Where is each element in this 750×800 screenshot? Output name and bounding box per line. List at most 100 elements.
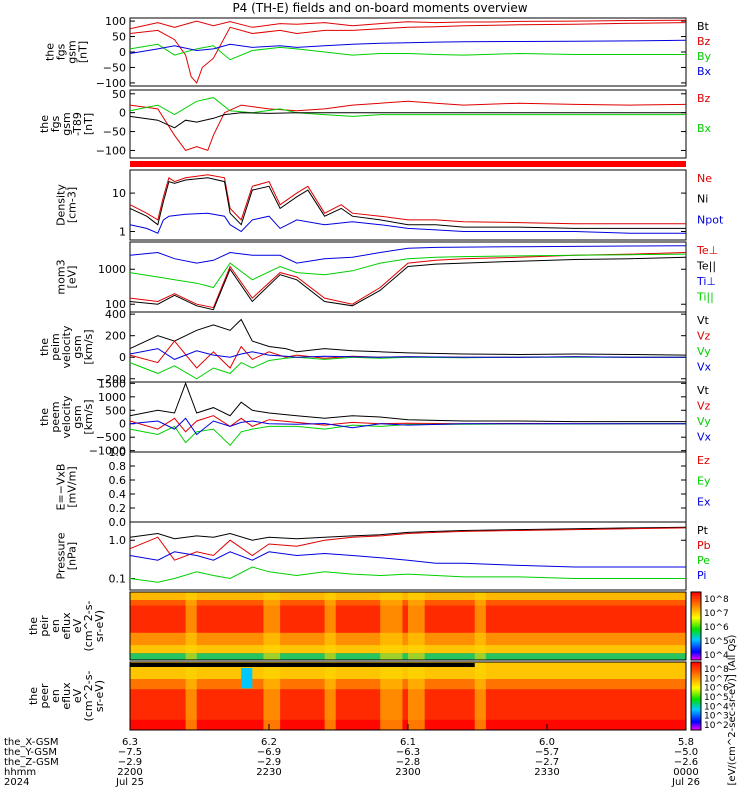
panel-frame [129,169,687,241]
x-tick-label: 6.3 [122,737,138,748]
series-npot-line [129,212,686,234]
y-axis-label: Density[cm-3] [55,184,79,226]
panel-peir: 10^8 10^7 10^6 10^5 10^4 thepeirenefluxeV(cm^… [27,591,729,661]
spectrogram-streak [408,592,425,660]
y-axis-label-line: gsm [71,335,84,358]
y-axis-label-line: eV [71,618,84,633]
legend-entry: Pe [697,554,710,567]
legend-entry: Ex [697,495,711,508]
colorbar-tick-label: 10^7 [704,609,729,619]
y-tick-label: 100 [105,298,126,311]
series-bx-line [129,39,687,54]
y-tick-label: 200 [105,330,126,343]
y-axis-label: mom3[eV] [55,259,79,294]
y-axis-label: E=−VxB[mV/m] [55,464,79,511]
y-tick-label: 0.4 [109,488,127,501]
y-axis-label-line: [km/s] [82,399,95,434]
legend-entry: Vy [697,415,711,428]
x-tick-label: −2.9 [118,757,142,768]
spectrogram-streak [324,662,336,730]
series-ne-line [129,174,686,225]
x-tick-label: 5.8 [678,737,694,748]
panel-frame [129,241,687,313]
y-axis-label: thepeerenefluxeV(cm^2-s-sr-eV) [27,671,106,722]
y-tick-label: 0 [119,46,126,59]
y-tick-label: −500 [96,431,126,444]
y-axis-label-line: the [27,687,40,705]
x-axis-row-label: the_Y-GSM [4,747,57,758]
y-axis-label-line: mom3 [55,259,68,294]
x-tick-label: Jul 25 [115,777,144,788]
y-axis-label-line: sr-eV) [93,610,106,642]
x-tick-label: −6.3 [396,747,420,758]
series-pb-line [129,527,687,561]
series-vx-line [129,417,686,436]
series-by-line [129,43,686,61]
x-tick-label: 2200 [117,767,142,778]
y-tick-label: 0.6 [109,474,127,487]
y-tick-label: −200 [96,373,126,386]
colorbar-tick-label: 10^5 [704,637,729,647]
series-te-line [129,256,687,311]
y-axis-label-line: (cm^2-s- [82,671,95,722]
series-bz-line [129,22,687,84]
legend-entry: Te|| [696,260,716,273]
y-axis-label-line: velocity [60,395,73,438]
series-vy-line [129,423,686,447]
series-ti-line [129,253,687,289]
y-axis-label-line: -T89 [71,112,84,136]
x-tick-label: 6.1 [400,737,416,748]
data-bar [130,161,686,167]
y-axis-label-line: peem [49,401,62,432]
x-axis-row-label: the_Z-GSM [4,757,59,768]
y-tick-label: −1000 [89,445,126,458]
y-axis-label-line: velocity [60,325,73,368]
y-axis-label-line: eV [71,688,84,703]
y-tick-label: 100 [105,15,126,28]
y-axis-label-line: Pressure [55,532,68,579]
y-tick-label: 1000 [98,391,126,404]
y-axis-label-line: the [38,408,51,426]
panel-frame [129,381,687,453]
legend-entry: Pi [697,569,706,582]
legend-entry: Bx [697,122,712,135]
panel-fgs: 100 50 0 −50 −100 thefgsgsm[nT] Bt Bz By Bx [44,15,712,90]
spectrogram-streak [185,662,197,730]
spectrogram-streak [324,592,336,660]
legend-entry: Ez [697,454,710,467]
y-tick-label: 0 [119,107,126,120]
legend-entry: Ti|| [696,291,714,304]
x-axis-row-label: the_X-GSM [4,737,58,748]
y-tick-label: 0.0 [109,516,127,529]
legend-entry: Vz [697,330,711,343]
spectrogram-streak [263,662,281,730]
series-bt-line [129,19,687,30]
y-axis-label-line: the [44,43,57,61]
spectrogram-streak [263,592,281,660]
x-axis-row-label: hhmm [4,767,36,778]
y-tick-label: 0 [119,418,126,431]
panel-vi: 4002000−200thepeimvelocitygsm[km/s]VtVzV… [38,308,712,386]
y-axis-label-line: [eV] [66,266,79,289]
legend-entry: Ni [697,193,708,206]
x-tick-label: −2.8 [396,757,420,768]
legend-entry: Ne [697,172,712,185]
y-axis-label-line: Density [55,184,68,226]
y-tick-label: 50 [112,88,126,101]
colorbar-tick-label: 10^8 [704,595,729,605]
y-axis-label: thepeimvelocitygsm[km/s] [38,325,95,368]
series-vy-line [129,356,686,380]
panel-frame [129,17,687,87]
colorbar-tick-label: 10^2 [704,721,729,731]
legend-entry: By [697,50,712,63]
y-axis-label-line: fgs [49,115,62,132]
data-gap-bar [130,663,475,667]
legend-entry: Vx [697,361,712,374]
x-axis-row-label: 2024 [4,777,29,788]
y-axis-label-line: eflux [60,612,73,640]
spectrogram-streak [474,592,486,660]
y-tick-label: 0 [119,351,126,364]
spectrogram-streak [380,662,403,730]
y-axis-label-line: gsm [71,405,84,428]
